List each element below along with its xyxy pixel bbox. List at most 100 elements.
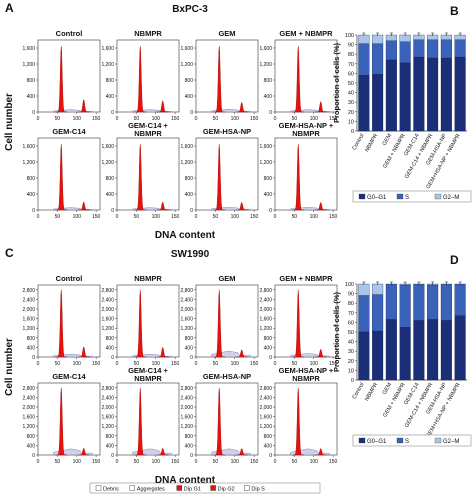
g2-peak: [77, 346, 90, 358]
x-tick-label: 100: [231, 116, 240, 122]
histogram-title: GEM-C14 +: [128, 366, 168, 375]
y-tick-label: 2,400: [259, 297, 272, 303]
x-tick-label: 50: [213, 214, 219, 220]
y-tick-label: 1,200: [22, 62, 35, 68]
y-tick-label: 400: [185, 345, 194, 351]
bar-segment: [399, 41, 411, 63]
g2-peak: [235, 448, 248, 456]
panel-label: A: [5, 1, 14, 15]
x-tick-label: 50: [213, 459, 219, 465]
x-tick-label: 50: [55, 459, 61, 465]
x-tick-label: 0: [274, 214, 277, 220]
x-tick-label: 0: [37, 361, 40, 367]
histogram-title: GEM-HSA-NP +: [279, 366, 334, 375]
y-tick-label: 0: [32, 355, 35, 361]
y-tick-label: 1,200: [259, 326, 272, 332]
y-tick-label: 1,600: [259, 144, 272, 150]
y-tick-label: 800: [264, 78, 273, 84]
y-tick-label: 0: [190, 110, 193, 116]
y-axis-label: Cell number: [4, 93, 15, 151]
x-tick-label: 100: [73, 214, 82, 220]
bar-segment: [399, 62, 411, 132]
y-tick-label: 2,000: [101, 405, 114, 411]
x-tick-label: 50: [134, 214, 140, 220]
y-tick-label: 60: [348, 71, 354, 77]
legend-swatch: [396, 437, 404, 444]
x-tick-label: 0: [195, 116, 198, 122]
y-tick-label: 400: [264, 192, 273, 198]
histogram-panel-A: A BxPC-3 Cell number DNA content Control 0 400…: [4, 1, 338, 241]
bar-segment: [372, 43, 384, 75]
plot-frame: [274, 382, 338, 456]
y-tick-label: 0: [269, 355, 272, 361]
bar-segment: [427, 284, 439, 320]
y-tick-label: 0: [111, 208, 114, 214]
y-tick-label: 800: [264, 336, 273, 342]
category-label: NBMPR: [364, 382, 379, 402]
bar-segment: [454, 283, 466, 316]
g1-peak: [134, 45, 147, 113]
y-tick-label: 2,800: [259, 288, 272, 294]
bar-segment: [372, 283, 384, 295]
y-tick-label: 1,600: [101, 144, 114, 150]
y-tick-label: 1,600: [22, 46, 35, 52]
y-tick-label: 50: [348, 330, 354, 336]
x-tick-label: 150: [171, 116, 180, 122]
bar-segment: [358, 331, 370, 381]
y-tick-label: 0: [351, 378, 354, 384]
x-tick-label: 150: [329, 116, 338, 122]
histogram: GEM-C14 0 400 800 1,200 1,600 2,000 2,400 2,800 0…: [22, 372, 100, 465]
y-tick-label: 2,400: [22, 297, 35, 303]
y-tick-label: 400: [185, 192, 194, 198]
y-tick-label: 2,000: [259, 307, 272, 313]
bar-segment: [372, 330, 384, 381]
histogram-title: GEM-HSA-NP +: [279, 121, 334, 130]
bar-segment: [372, 34, 384, 44]
bar-segment: [372, 294, 384, 332]
y-tick-label: 2,400: [101, 297, 114, 303]
bar-segment: [399, 327, 411, 381]
legend-swatch: [358, 437, 366, 444]
plot-frame: [116, 382, 180, 456]
y-tick-label: 800: [27, 176, 36, 182]
x-tick-label: 50: [213, 361, 219, 367]
y-tick-label: 1,200: [180, 326, 193, 332]
y-tick-label: 1,600: [101, 317, 114, 323]
legend-label: S: [405, 195, 409, 201]
histogram-title: NBMPR: [292, 129, 320, 138]
g2-peak: [235, 349, 248, 358]
x-tick-label: 0: [195, 459, 198, 465]
y-tick-label: 0: [32, 453, 35, 459]
g2-peak: [77, 99, 90, 113]
histogram-title: NBMPR: [134, 129, 162, 138]
x-tick-label: 100: [152, 361, 161, 367]
g1-peak: [213, 143, 226, 211]
histogram-title: Control: [56, 274, 83, 283]
panel-label: B: [450, 4, 459, 18]
y-tick-label: 90: [348, 43, 354, 49]
bar-segment: [413, 56, 425, 132]
x-tick-label: 150: [250, 361, 259, 367]
y-tick-label: 400: [27, 94, 36, 100]
x-axis-label: DNA content: [155, 230, 216, 241]
y-tick-label: 0: [190, 208, 193, 214]
plot-frame: [274, 137, 338, 211]
legend-label: Debris: [103, 487, 119, 493]
category-label: Control: [352, 133, 366, 151]
bar-segment: [358, 34, 370, 44]
category-label: NBMPR: [364, 133, 379, 153]
y-tick-label: 400: [27, 345, 36, 351]
x-tick-label: 50: [55, 116, 61, 122]
g2-peak: [314, 348, 327, 358]
y-tick-label: 1,600: [180, 317, 193, 323]
histogram-panel-C: C SW1990 Cell number DNA content Control 0 400…: [4, 246, 338, 486]
legend-label: Dip S: [251, 487, 265, 493]
x-tick-label: 100: [152, 116, 161, 122]
x-tick-label: 150: [250, 459, 259, 465]
y-tick-label: 2,000: [259, 405, 272, 411]
y-tick-label: 800: [185, 78, 194, 84]
y-tick-label: 50: [348, 81, 354, 87]
bar-segment: [454, 56, 466, 132]
g2-peak: [235, 202, 248, 211]
y-tick-label: 400: [27, 192, 36, 198]
